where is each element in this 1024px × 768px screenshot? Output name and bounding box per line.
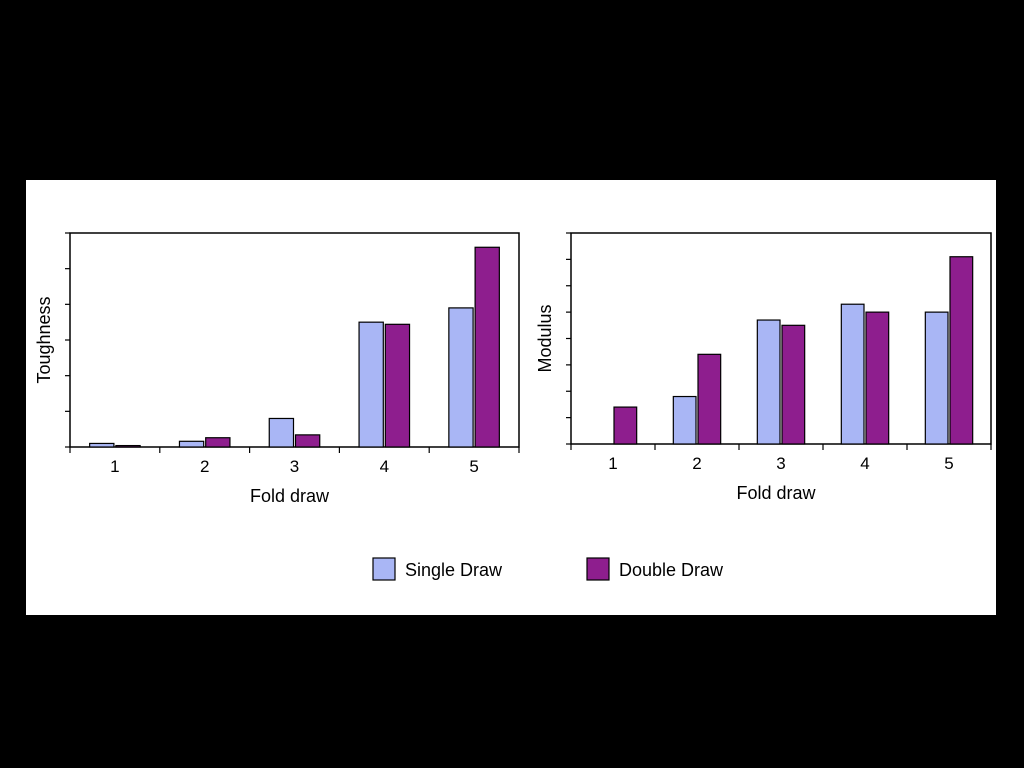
toughness-y-axis-title: Toughness [34, 296, 54, 383]
x-tick-label-4: 4 [380, 457, 389, 476]
modulus-chart: 1 2 3 4 5 Fold draw Modulus [535, 232, 992, 503]
x-tick-label-5: 5 [944, 454, 953, 473]
x-tick-label-4: 4 [860, 454, 869, 473]
toughness-bar-double-2 [205, 437, 231, 448]
modulus-y-axis-title: Modulus [535, 304, 555, 372]
toughness-bar-double-1 [115, 444, 141, 448]
toughness-bar-double-4 [384, 323, 411, 448]
legend-swatch-double [586, 557, 610, 581]
x-tick-label-1: 1 [110, 457, 119, 476]
toughness-bar-single-3 [268, 417, 295, 448]
x-tick-label-3: 3 [290, 457, 299, 476]
modulus-bar-double-4 [865, 311, 890, 445]
modulus-bar-single-5 [924, 311, 949, 445]
toughness-x-axis-title: Fold draw [250, 486, 330, 506]
modulus-bar-single-2 [672, 395, 697, 445]
modulus-bar-single-4 [840, 303, 865, 445]
toughness-chart: 1 2 3 4 5 Fold draw Toughness [34, 232, 520, 506]
modulus-bar-double-3 [781, 324, 806, 445]
modulus-bar-single-3 [756, 319, 781, 445]
modulus-x-axis-title: Fold draw [736, 483, 816, 503]
x-tick-label-3: 3 [776, 454, 785, 473]
x-tick-label-2: 2 [200, 457, 209, 476]
modulus-bar-double-1 [613, 406, 638, 445]
toughness-bar-double-5 [474, 246, 500, 448]
x-tick-label-1: 1 [608, 454, 617, 473]
legend-swatch-single [372, 557, 396, 581]
x-tick-label-5: 5 [469, 457, 478, 476]
legend-label-double: Double Draw [619, 560, 724, 580]
figure-panel: 1 2 3 4 5 Fold draw Toughness 1 2 3 4 5 Fold draw Mo… [26, 180, 996, 615]
toughness-bar-single-4 [358, 321, 384, 448]
toughness-bar-single-1 [89, 442, 115, 448]
legend-label-single: Single Draw [405, 560, 503, 580]
toughness-bar-double-3 [294, 434, 321, 448]
x-tick-label-2: 2 [692, 454, 701, 473]
legend: Single Draw Double Draw [372, 557, 724, 581]
toughness-bar-single-5 [448, 307, 474, 448]
modulus-bar-double-5 [949, 256, 974, 445]
bar-charts-figure: 1 2 3 4 5 Fold draw Toughness 1 2 3 4 5 Fold draw Mo… [34, 232, 992, 581]
modulus-bar-double-2 [697, 353, 722, 445]
toughness-bar-single-2 [178, 440, 205, 448]
